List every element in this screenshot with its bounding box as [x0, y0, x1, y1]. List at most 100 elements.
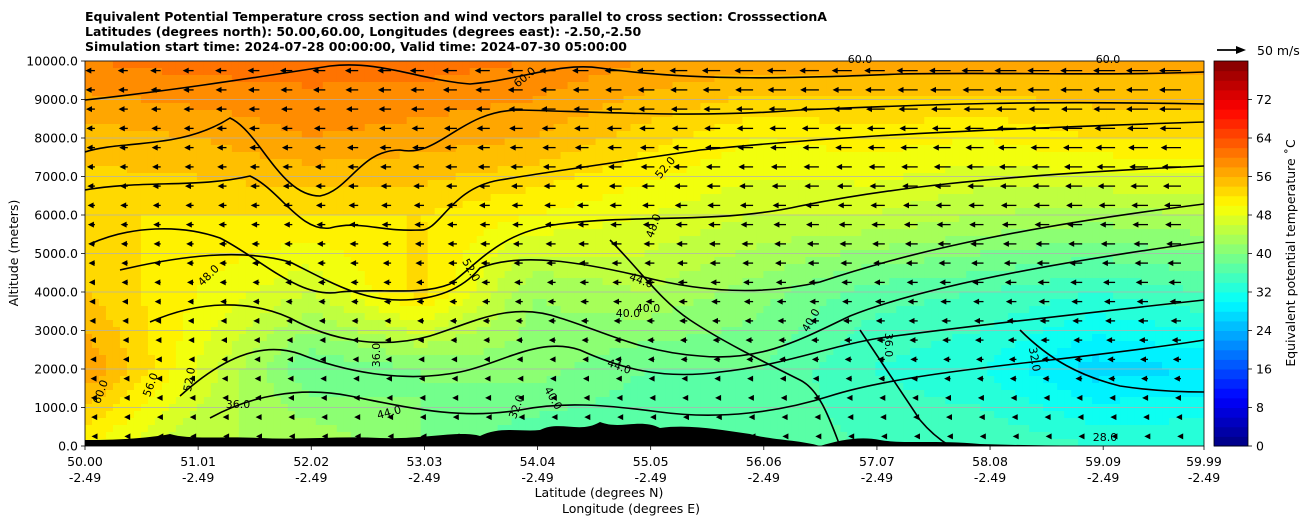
- heatmap-cell: [245, 166, 254, 174]
- heatmap-cell: [833, 180, 841, 188]
- heatmap-cell: [455, 68, 464, 76]
- heatmap-cell: [1141, 61, 1149, 69]
- heatmap-cell: [175, 208, 184, 216]
- heatmap-cell: [791, 145, 799, 153]
- heatmap-cell: [161, 194, 170, 202]
- heatmap-cell: [770, 82, 778, 90]
- heatmap-cell: [868, 75, 876, 83]
- heatmap-cell: [581, 208, 590, 216]
- heatmap-cell: [1106, 145, 1114, 153]
- heatmap-cell: [245, 208, 254, 216]
- heatmap-cell: [147, 75, 156, 83]
- heatmap-cell: [504, 103, 513, 111]
- heatmap-cell: [1064, 215, 1072, 223]
- heatmap-cell: [742, 159, 750, 167]
- heatmap-cell: [231, 159, 240, 167]
- heatmap-cell: [623, 82, 632, 90]
- heatmap-cell: [413, 138, 422, 146]
- heatmap-cell: [350, 89, 359, 97]
- heatmap-cell: [553, 117, 562, 125]
- heatmap-cell: [728, 61, 737, 69]
- heatmap-cell: [560, 152, 569, 160]
- heatmap-cell: [511, 236, 520, 244]
- heatmap-cell: [364, 89, 373, 97]
- heatmap-cell: [679, 236, 688, 244]
- heatmap-cell: [399, 201, 408, 209]
- heatmap-cell: [364, 138, 373, 146]
- heatmap-cell: [189, 68, 198, 76]
- heatmap-cell: [301, 278, 310, 286]
- heatmap-cell: [490, 194, 499, 202]
- heatmap-cell: [1057, 222, 1065, 230]
- heatmap-cell: [819, 257, 827, 265]
- heatmap-cell: [518, 187, 527, 195]
- heatmap-cell: [427, 117, 436, 125]
- heatmap-cell: [952, 131, 960, 139]
- heatmap-cell: [693, 131, 702, 139]
- heatmap-cell: [266, 271, 275, 279]
- heatmap-cell: [805, 271, 813, 279]
- heatmap-cell: [413, 180, 422, 188]
- heatmap-cell: [728, 68, 737, 76]
- heatmap-cell: [147, 278, 156, 286]
- heatmap-cell: [1085, 103, 1093, 111]
- heatmap-cell: [672, 138, 681, 146]
- heatmap-cell: [938, 243, 946, 251]
- heatmap-cell: [1064, 110, 1072, 118]
- heatmap-cell: [672, 271, 681, 279]
- heatmap-cell: [924, 159, 932, 167]
- heatmap-cell: [336, 229, 345, 237]
- heatmap-cell: [238, 180, 247, 188]
- heatmap-cell: [98, 82, 107, 90]
- heatmap-cell: [665, 201, 674, 209]
- heatmap-cell: [1106, 131, 1114, 139]
- heatmap-cell: [1078, 103, 1086, 111]
- heatmap-cell: [525, 208, 534, 216]
- heatmap-cell: [1106, 75, 1114, 83]
- heatmap-cell: [112, 208, 121, 216]
- heatmap-cell: [861, 75, 869, 83]
- heatmap-cell: [105, 117, 114, 125]
- heatmap-cell: [1043, 145, 1051, 153]
- heatmap-cell: [742, 264, 750, 272]
- heatmap-cell: [301, 257, 310, 265]
- heatmap-cell: [1036, 145, 1044, 153]
- heatmap-cell: [560, 264, 569, 272]
- heatmap-cell: [168, 201, 177, 209]
- heatmap-cell: [1008, 215, 1016, 223]
- heatmap-cell: [700, 138, 709, 146]
- heatmap-cell: [413, 61, 422, 69]
- heatmap-cell: [217, 117, 226, 125]
- heatmap-cell: [91, 229, 100, 237]
- heatmap-cell: [609, 110, 618, 118]
- heatmap-cell: [1113, 117, 1121, 125]
- heatmap-cell: [994, 222, 1002, 230]
- heatmap-cell: [217, 166, 226, 174]
- heatmap-cell: [497, 222, 506, 230]
- heatmap-cell: [483, 117, 492, 125]
- heatmap-cell: [112, 110, 121, 118]
- heatmap-cell: [1155, 152, 1163, 160]
- heatmap-cell: [294, 117, 303, 125]
- heatmap-cell: [574, 68, 583, 76]
- heatmap-cell: [1162, 257, 1170, 265]
- heatmap-cell: [826, 271, 834, 279]
- heatmap-cell: [392, 194, 401, 202]
- heatmap-cell: [798, 271, 806, 279]
- heatmap-cell: [770, 68, 778, 76]
- heatmap-cell: [91, 166, 100, 174]
- heatmap-cell: [182, 89, 191, 97]
- heatmap-cell: [1029, 103, 1037, 111]
- heatmap-cell: [847, 131, 855, 139]
- heatmap-cell: [448, 257, 457, 265]
- heatmap-cell: [301, 243, 310, 251]
- heatmap-cell: [364, 264, 373, 272]
- heatmap-cell: [987, 61, 995, 69]
- heatmap-cell: [567, 61, 576, 69]
- heatmap-cell: [399, 124, 408, 132]
- heatmap-cell: [553, 215, 562, 223]
- heatmap-cell: [896, 103, 904, 111]
- heatmap-cell: [931, 229, 939, 237]
- heatmap-cell: [595, 257, 604, 265]
- heatmap-cell: [497, 68, 506, 76]
